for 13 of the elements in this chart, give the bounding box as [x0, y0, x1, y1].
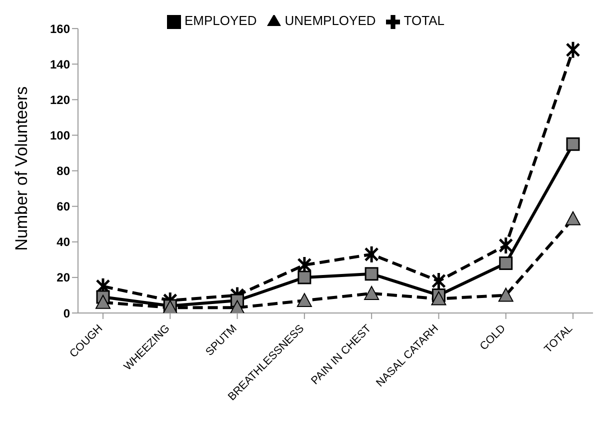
legend-label: TOTAL — [404, 13, 444, 28]
y-tick-label: 80 — [56, 164, 70, 178]
y-tick-label: 0 — [63, 306, 70, 320]
y-tick-label: 60 — [56, 200, 70, 214]
legend-label: UNEMPLOYED — [284, 13, 376, 28]
y-tick-label: 120 — [50, 92, 70, 107]
legend-label: EMPLOYED — [184, 13, 257, 28]
y-tick-label: 40 — [56, 235, 70, 250]
y-tick-label: 140 — [50, 57, 70, 72]
y-axis-title: Number of Volunteers — [12, 86, 32, 251]
y-tick-label: 20 — [56, 270, 70, 285]
y-tick-label: 160 — [50, 22, 70, 36]
y-tick-label: 100 — [50, 128, 70, 142]
